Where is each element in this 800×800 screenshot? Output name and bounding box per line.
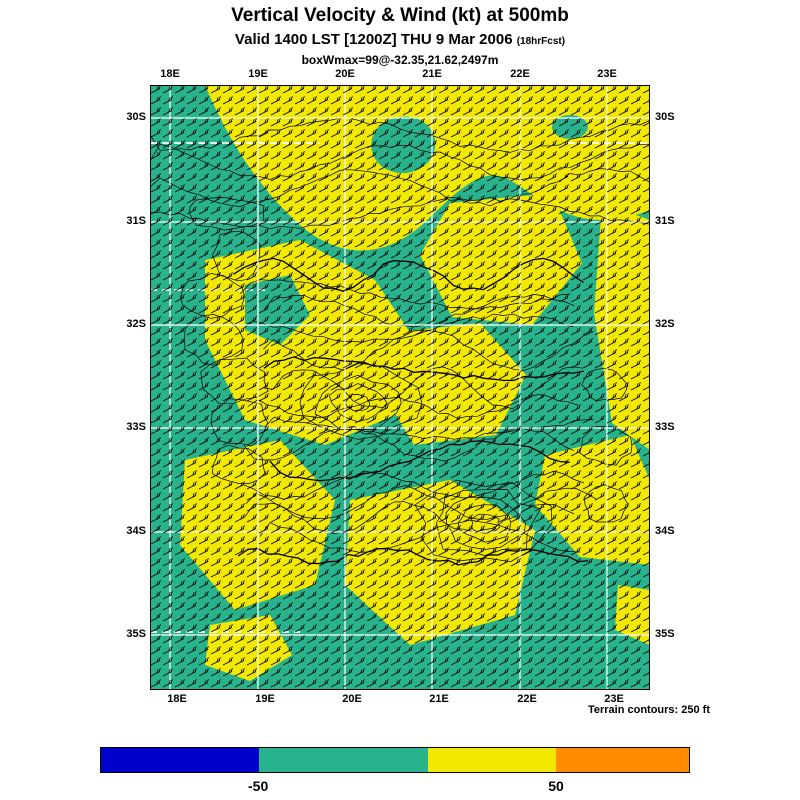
x-tick-top-label: 20E xyxy=(335,68,355,80)
x-tick-bottom-label: 18E xyxy=(167,693,187,705)
y-tick-left-label: 35S xyxy=(126,628,146,640)
x-tick-bottom-label: 19E xyxy=(255,693,275,705)
y-tick-left-label: 30S xyxy=(126,111,146,123)
y-tick-right-label: 35S xyxy=(655,628,675,640)
x-tick-bottom-label: 20E xyxy=(342,693,362,705)
x-tick-top-label: 23E xyxy=(597,68,617,80)
colorbar-segment xyxy=(427,748,556,772)
forecast-hour-text: (18hrFcst) xyxy=(516,36,566,47)
y-tick-right-label: 34S xyxy=(655,525,675,537)
x-tick-top-label: 21E xyxy=(422,68,442,80)
map-border xyxy=(150,85,650,690)
chart-title: Vertical Velocity & Wind (kt) at 500mb xyxy=(231,5,569,26)
colorbar-segment xyxy=(101,748,259,772)
colorbar-segments xyxy=(101,748,689,772)
y-tick-right-label: 31S xyxy=(655,215,675,227)
chart-subtitle: Valid 1400 LST [1200Z] THU 9 Mar 2006 (1… xyxy=(0,31,800,48)
x-tick-top-label: 22E xyxy=(510,68,530,80)
y-tick-left-label: 32S xyxy=(126,318,146,330)
x-tick-bottom-label: 21E xyxy=(429,693,449,705)
terrain-note: Terrain contours: 250 ft xyxy=(587,704,710,716)
y-tick-left-label: 34S xyxy=(126,525,146,537)
x-tick-bottom-label: 22E xyxy=(517,693,537,705)
wind-barbs-layer xyxy=(150,85,650,690)
colorbar-segment xyxy=(555,748,689,772)
y-tick-left-label: 33S xyxy=(126,421,146,433)
map-area xyxy=(149,85,651,690)
colorbar-segment xyxy=(258,748,428,772)
colorbar xyxy=(100,747,690,773)
y-tick-right-label: 33S xyxy=(655,421,675,433)
colorbar-tick-label: -50 xyxy=(247,778,269,794)
x-tick-top-label: 18E xyxy=(160,68,180,80)
y-tick-right-label: 32S xyxy=(655,318,675,330)
valid-time-text: Valid 1400 LST [1200Z] THU 9 Mar 2006 xyxy=(234,31,513,48)
x-tick-top-label: 19E xyxy=(248,68,268,80)
y-tick-right-label: 30S xyxy=(655,111,675,123)
y-tick-left-label: 31S xyxy=(126,215,146,227)
map-plot xyxy=(149,85,651,690)
colorbar-tick-label: 50 xyxy=(548,778,564,794)
x-tick-bottom-label: 23E xyxy=(604,693,624,705)
wmax-annotation: boxWmax=99@-32.35,21.62,2497m xyxy=(301,53,499,67)
